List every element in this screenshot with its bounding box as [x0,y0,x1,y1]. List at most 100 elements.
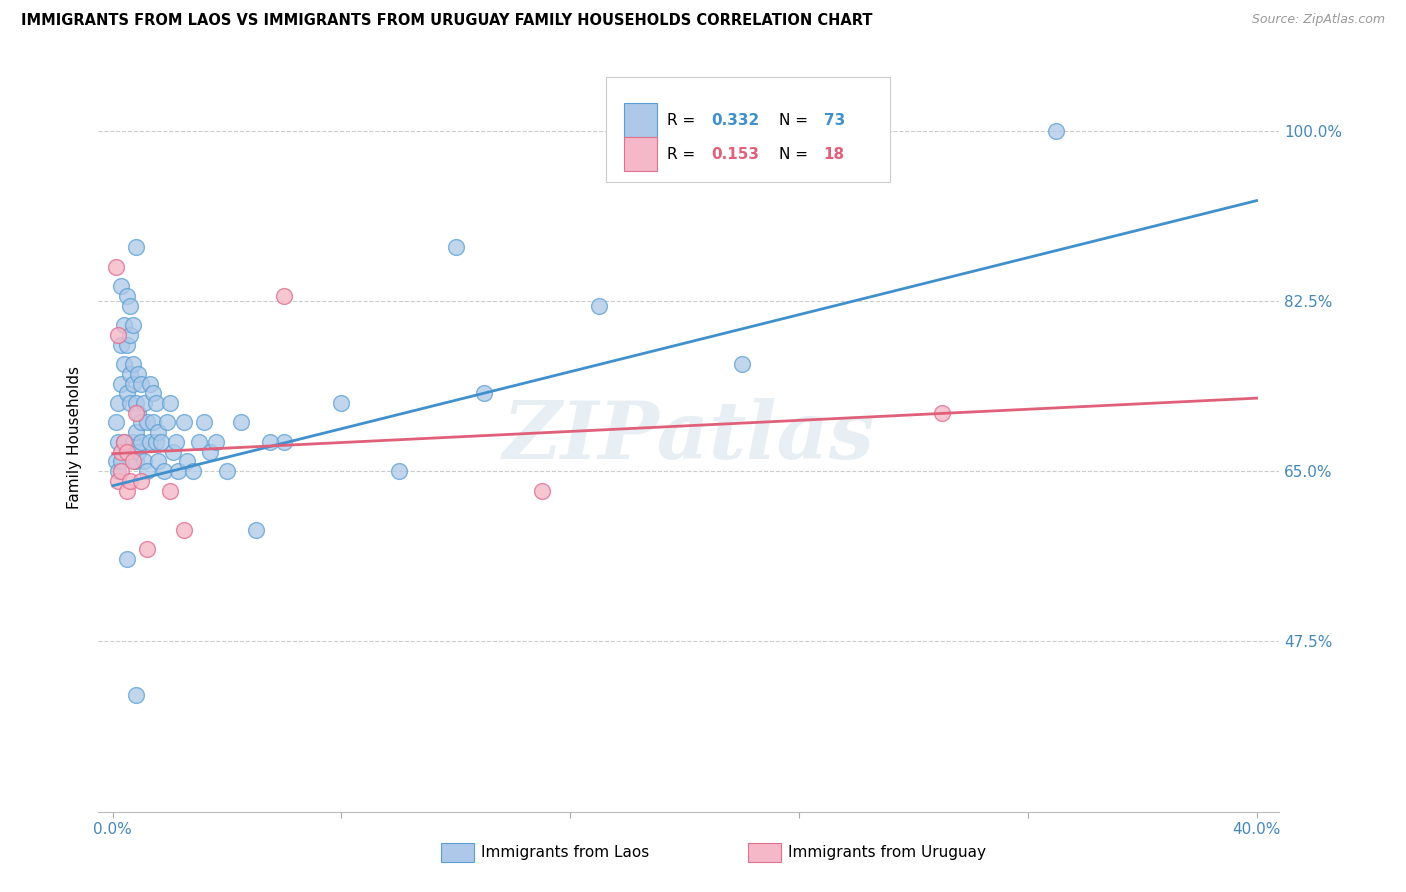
Point [118,367,141,381]
Point [112,434,135,449]
Point [273,289,295,303]
Text: R =: R = [666,112,700,128]
Point [148,454,170,468]
Point [245,523,267,537]
Point [530,483,553,498]
Point [173,416,195,430]
Text: IMMIGRANTS FROM LAOS VS IMMIGRANTS FROM URUGUAY FAMILY HOUSEHOLDS CORRELATION CH: IMMIGRANTS FROM LAOS VS IMMIGRANTS FROM … [21,13,873,29]
Point [118,474,141,488]
Point [187,434,209,449]
Point [142,416,165,430]
Point [131,416,153,430]
Text: 18: 18 [824,146,845,161]
Point [131,376,153,391]
Point [931,406,953,420]
Point [131,434,153,449]
Text: 0.332: 0.332 [711,112,759,128]
Point [159,483,181,498]
Point [121,454,143,468]
Text: Immigrants from Uruguay: Immigrants from Uruguay [789,846,986,861]
Point [145,396,167,410]
Point [112,357,135,371]
Point [107,434,129,449]
Point [124,240,146,254]
Point [588,299,610,313]
Text: 73: 73 [824,112,845,128]
Point [110,444,132,458]
Point [104,416,127,430]
Point [1045,123,1067,137]
Point [181,464,204,478]
Point [259,434,281,449]
Point [159,396,181,410]
Point [150,434,173,449]
Bar [624,103,657,137]
Point [198,444,221,458]
Point [731,357,754,371]
Point [107,464,129,478]
Point [165,434,187,449]
Point [273,434,295,449]
Point [115,337,138,351]
Point [110,454,132,468]
Point [142,386,165,401]
Point [121,357,143,371]
Point [176,454,198,468]
Point [217,464,239,478]
Point [134,396,156,410]
Point [231,416,253,430]
Point [121,434,143,449]
Point [115,483,138,498]
Point [167,464,190,478]
Point [107,474,129,488]
Text: ZIPatlas: ZIPatlas [503,399,875,475]
Point [115,551,138,566]
Point [124,688,146,702]
Point [127,367,149,381]
Point [118,299,141,313]
Point [145,434,167,449]
Point [444,240,467,254]
Point [115,289,138,303]
Point [148,425,170,440]
Y-axis label: Family Households: Family Households [67,366,83,508]
Point [136,464,159,478]
Point [139,376,162,391]
Point [104,260,127,274]
Text: Source: ZipAtlas.com: Source: ZipAtlas.com [1251,13,1385,27]
Point [124,454,146,468]
Point [110,464,132,478]
Point [107,327,129,342]
Point [115,444,138,458]
FancyBboxPatch shape [606,78,890,182]
Point [115,386,138,401]
Bar [748,843,782,862]
Point [110,279,132,293]
Text: N =: N = [779,112,813,128]
Point [204,434,226,449]
Point [110,376,132,391]
Point [127,444,149,458]
Point [110,337,132,351]
Point [136,416,159,430]
Text: N =: N = [779,146,813,161]
Point [124,406,146,420]
Point [139,434,162,449]
Point [121,376,143,391]
Point [131,474,153,488]
Bar [624,137,657,171]
Point [388,464,411,478]
Point [136,541,159,556]
Point [104,454,127,468]
Point [330,396,353,410]
Point [193,416,215,430]
Point [127,406,149,420]
Point [134,454,156,468]
Point [112,434,135,449]
Point [474,386,496,401]
Point [107,396,129,410]
Text: 0.153: 0.153 [711,146,759,161]
Point [118,396,141,410]
Bar [441,843,474,862]
Point [124,425,146,440]
